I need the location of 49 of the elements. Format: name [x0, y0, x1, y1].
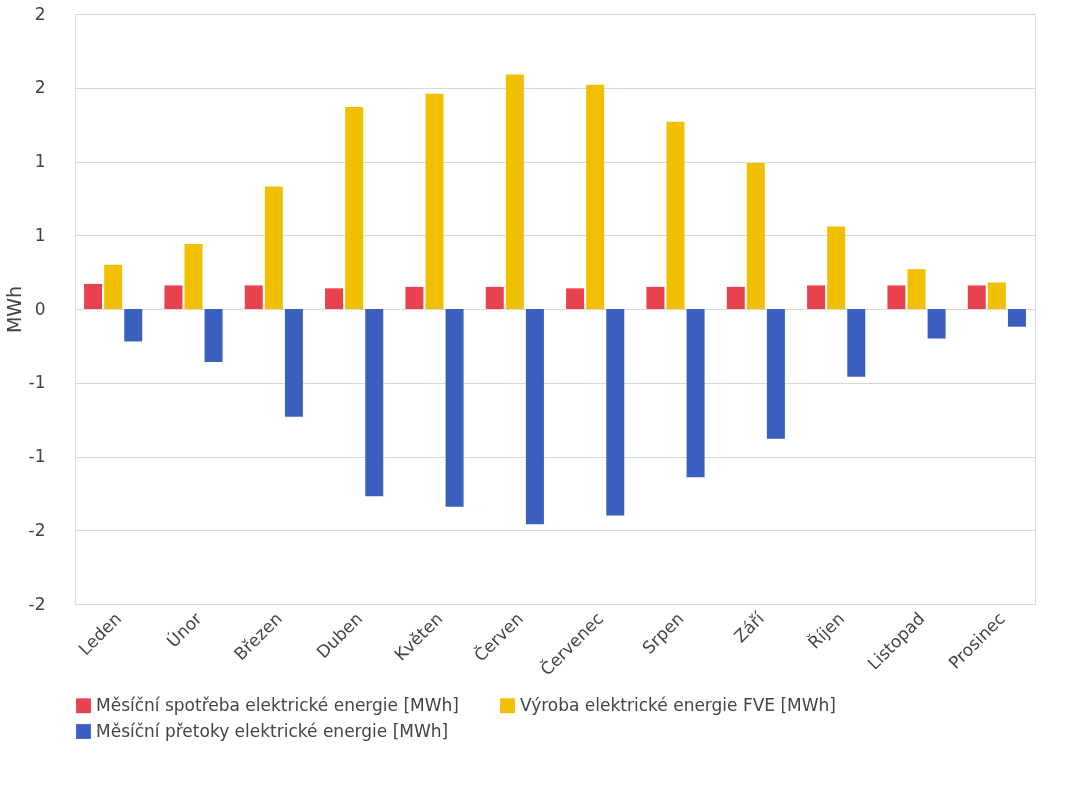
bar: [325, 288, 344, 309]
y-tick-label: 2: [34, 3, 46, 24]
bar: [244, 285, 263, 309]
bar: [746, 162, 765, 309]
bar: [726, 286, 745, 309]
bar: [646, 286, 665, 309]
bar: [847, 309, 866, 377]
bar: [525, 309, 544, 525]
bar: [505, 74, 524, 309]
bar: [987, 282, 1006, 309]
bar: [284, 309, 303, 417]
bar: [485, 286, 504, 309]
y-tick-label: 2: [34, 77, 46, 98]
bar: [766, 309, 785, 439]
bar: [1007, 309, 1026, 327]
y-tick-label: -1: [28, 372, 46, 393]
bar: [345, 106, 364, 309]
bar: [365, 309, 384, 497]
bar: [967, 285, 986, 309]
y-tick-label: 1: [34, 224, 46, 245]
bar: [445, 309, 464, 507]
bar: [204, 309, 223, 363]
bar: [124, 309, 143, 342]
bar: [927, 309, 946, 339]
bar: [184, 244, 203, 309]
y-tick-label: 0: [34, 298, 46, 319]
bar: [887, 285, 906, 309]
legend-label: Výroba elektrické energie FVE [MWh]: [520, 694, 837, 715]
bar: [425, 93, 444, 309]
bar: [666, 121, 685, 309]
bar: [606, 309, 625, 516]
bar: [164, 285, 183, 309]
y-axis-title: MWh: [2, 285, 25, 334]
bar: [586, 84, 605, 309]
bar: [907, 269, 926, 309]
bar: [264, 186, 283, 309]
y-tick-label: -2: [28, 593, 46, 614]
bar: [566, 288, 585, 309]
y-tick-label: 1: [34, 151, 46, 171]
bar: [827, 226, 846, 309]
legend-label: Měsíční spotřeba elektrické energie [MWh]: [96, 694, 459, 715]
bar: [686, 309, 705, 478]
bar: [104, 264, 123, 309]
legend-label: Měsíční přetoky elektrické energie [MWh]: [96, 720, 449, 741]
bar: [405, 286, 424, 309]
y-tick-label: -2: [28, 519, 46, 540]
bar: [807, 285, 826, 309]
bar: [84, 283, 103, 309]
y-tick-label: -1: [28, 446, 46, 466]
